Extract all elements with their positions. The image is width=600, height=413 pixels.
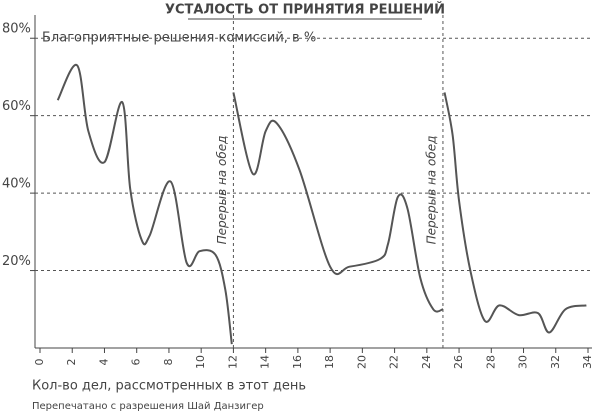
y-tick-label: 40%	[2, 177, 31, 192]
break-label: Перерыв на обед	[215, 136, 229, 245]
x-axis-label: Кол-во дел, рассмотренных в этот день	[32, 379, 306, 394]
credit: Перепечатано с разрешения Шай Данзигер	[32, 401, 264, 412]
data-line	[56, 64, 233, 345]
x-tick-label: 18	[323, 355, 336, 369]
break-label: Перерыв на обед	[424, 136, 438, 245]
x-tick-label: 0	[33, 359, 46, 366]
data-line	[443, 92, 587, 334]
x-tick-label: 32	[549, 355, 562, 369]
x-tick-label: 26	[452, 355, 465, 369]
x-tick-label: 10	[194, 355, 207, 369]
x-tick-label: 6	[130, 359, 143, 366]
x-tick-label: 28	[484, 355, 497, 369]
y-tick-label: 80%	[2, 22, 31, 37]
x-tick-label: 16	[291, 355, 304, 369]
y-tick-label: 60%	[2, 99, 31, 114]
x-tick-label: 4	[97, 359, 110, 366]
x-tick-label: 30	[517, 355, 530, 369]
x-tick-label: 14	[259, 355, 272, 369]
y-tick-label: 20%	[2, 254, 31, 269]
x-tick-label: 34	[581, 355, 594, 369]
x-tick-label: 20	[355, 355, 368, 369]
x-tick-label: 8	[162, 359, 175, 366]
x-tick-label: 24	[420, 355, 433, 369]
x-tick-label: 22	[388, 355, 401, 369]
chart-title: УСТАЛОСТЬ ОТ ПРИНЯТИЯ РЕШЕНИЙ	[165, 2, 445, 18]
data-line	[232, 92, 444, 313]
x-tick-label: 12	[226, 355, 239, 369]
x-tick-label: 2	[65, 359, 78, 366]
